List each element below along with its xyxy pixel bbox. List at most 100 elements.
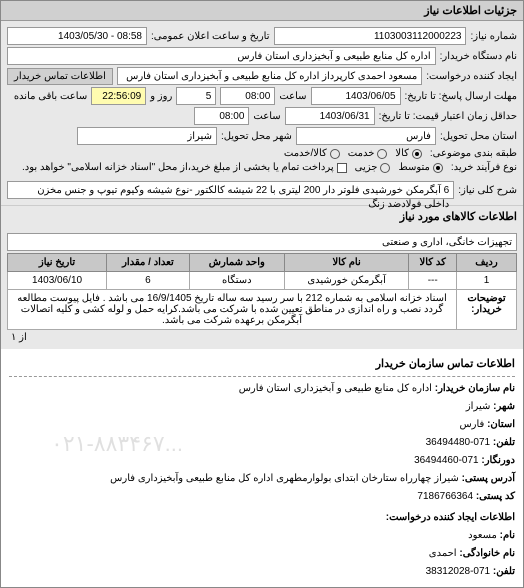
buyer-device-field: اداره کل منابع طبیعی و آبخیزداری استان ف… (7, 47, 436, 65)
table-row: 1 --- آبگرمکن خورشیدی دستگاه 6 1403/06/1… (8, 272, 517, 290)
contact-org-label: نام سازمان خریدار: (435, 383, 515, 394)
goods-area: تجهیزات خانگی، اداری و صنعتی ردیف کد کال… (1, 227, 523, 349)
contact-tel2-label: تلفن: (493, 566, 515, 577)
contact-prov-line: استان: فارس (9, 416, 515, 433)
col-date: تاریخ نیاز (8, 254, 107, 272)
row-buyer-device: نام دستگاه خریدار: اداره کل منابع طبیعی … (7, 47, 517, 65)
contact-family-line: نام خانوادگی: احمدی (9, 545, 515, 562)
row-response-deadline: مهلت ارسال پاسخ: تا تاریخ: 1403/06/05 سا… (7, 87, 517, 105)
contact-tel2: 071-38312028 (426, 566, 491, 577)
requester-label: ایجاد کننده درخواست: (426, 71, 517, 82)
contact-city: شیراز (466, 401, 491, 412)
col-row: ردیف (457, 254, 517, 272)
niaz-number-field: 1103003112000223 (274, 27, 467, 45)
resp-time-label: ساعت (279, 91, 306, 102)
process-opt-label: جزیی (355, 162, 378, 173)
budget-opt-khedmat[interactable]: خدمت (348, 148, 388, 159)
contact-addr-label: آدرس پستی: (462, 473, 515, 484)
col-name: نام کالا (284, 254, 409, 272)
radio-icon (412, 149, 422, 159)
treasury-check[interactable]: پرداخت تمام یا بخشی از مبلغ خرید،از محل … (22, 162, 347, 173)
radio-icon (433, 163, 443, 173)
delivery-city-field: شیراز (77, 127, 217, 145)
contact-block: اطلاعات تماس سازمان خریدار نام سازمان خر… (1, 349, 523, 587)
contact-family-label: نام خانوادگی: (459, 548, 515, 559)
contact-name: مسعود (468, 530, 497, 541)
budget-opt-label: کالا/خدمت (284, 148, 327, 159)
public-datetime-label: تاریخ و ساعت اعلان عمومی: (151, 31, 270, 42)
resp-days-field: 5 (176, 87, 216, 105)
budget-opt-both[interactable]: کالا/خدمت (284, 148, 340, 159)
row-requester: ایجاد کننده درخواست: مسعود احمدی کارپردا… (7, 67, 517, 85)
validity-time-field: 08:00 (194, 107, 249, 125)
resp-date-field: 1403/06/05 (311, 87, 401, 105)
delivery-prov-label: استان محل تحویل: (440, 131, 517, 142)
contact-tel: 071-36494480 (426, 437, 491, 448)
budget-opt-kala[interactable]: کالا (395, 148, 422, 159)
panel-title: جزئیات اطلاعات نیاز (1, 1, 523, 21)
col-qty: تعداد / مقدار (107, 254, 190, 272)
table-explain-row: توضیحات خریدار: اسناد خزانه اسلامی به شم… (8, 290, 517, 330)
resp-time-field: 08:00 (220, 87, 275, 105)
col-unit: واحد شمارش (189, 254, 284, 272)
process-opt-medium[interactable]: متوسط (398, 162, 442, 173)
contact-fax: 071-36494460 (414, 455, 479, 466)
contact-title: اطلاعات تماس سازمان خریدار (9, 355, 515, 377)
row-niaz-number: شماره نیاز: 1103003112000223 تاریخ و ساع… (7, 27, 517, 45)
contact-city-label: شهر: (493, 401, 515, 412)
contact-family: احمدی (429, 548, 457, 559)
process-opt-minor[interactable]: جزیی (355, 162, 391, 173)
goods-table: ردیف کد کالا نام کالا واحد شمارش تعداد /… (7, 253, 517, 330)
cell-row: 1 (457, 272, 517, 290)
row-process-type: نوع فرآیند خرید: متوسط جزیی پرداخت تمام … (7, 162, 517, 173)
contact-tel-label: تلفن: (493, 437, 515, 448)
radio-icon (380, 163, 390, 173)
resp-deadline-label: مهلت ارسال پاسخ: تا تاریخ: (405, 91, 517, 102)
explain-text: اسناد خزانه اسلامی به شماره 212 با سر رس… (8, 290, 457, 330)
public-datetime-field: 08:58 - 1403/05/30 (7, 27, 147, 45)
contact-addr: شیراز چهارراه ستارخان ابتدای بولوارمطهری… (110, 473, 459, 484)
details-panel: جزئیات اطلاعات نیاز شماره نیاز: 11030031… (0, 0, 524, 588)
row-delivery-location: استان محل تحویل: فارس شهر محل تحویل: شیر… (7, 127, 517, 145)
process-label: نوع فرآیند خرید: (451, 162, 517, 173)
radio-icon (330, 149, 340, 159)
budget-label: طبقه بندی موضوعی: (430, 148, 517, 159)
radio-icon (377, 149, 387, 159)
cell-code: --- (409, 272, 457, 290)
validity-time-label: ساعت (253, 111, 280, 122)
pager: از ۱ (7, 330, 517, 345)
contact-org: اداره کل منابع طبیعی و آبخیزداری استان ف… (239, 383, 432, 394)
contact-addr-line: آدرس پستی: شیراز چهارراه ستارخان ابتدای … (9, 470, 515, 487)
need-label: شرح کلی نیاز: (458, 185, 517, 196)
need-text-field: 6 آبگرمکن خورشیدی فلوتر دار 200 لیتری با… (7, 181, 454, 199)
contact-tel2-line: تلفن: 071-38312028 (9, 563, 515, 580)
contact-zip: 7186766364 (417, 491, 473, 502)
contact-org-line: نام سازمان خریدار: اداره کل منابع طبیعی … (9, 380, 515, 397)
process-opt-label: متوسط (398, 162, 429, 173)
contact-fax-label: دورنگار: (481, 455, 515, 466)
budget-opt-label: خدمت (348, 148, 375, 159)
row-validity: حداقل زمان اعتبار قیمت: تا تاریخ: 1403/0… (7, 107, 517, 125)
form-area: شماره نیاز: 1103003112000223 تاریخ و ساع… (1, 21, 523, 205)
row-budget-type: طبقه بندی موضوعی: کالا خدمت کالا/خدمت (7, 148, 517, 159)
cell-name: آبگرمکن خورشیدی (284, 272, 409, 290)
req-title: اطلاعات ایجاد کننده درخواست: (9, 509, 515, 526)
validity-label: حداقل زمان اعتبار قیمت: تا تاریخ: (379, 111, 517, 122)
contact-prov: فارس (459, 419, 484, 430)
col-code: کد کالا (409, 254, 457, 272)
contact-prov-label: استان: (487, 419, 515, 430)
row-goods-desc: تجهیزات خانگی، اداری و صنعتی (7, 233, 517, 251)
contact-zip-label: کد پستی: (476, 491, 515, 502)
validity-date-field: 1403/06/31 (285, 107, 375, 125)
cell-unit: دستگاه (189, 272, 284, 290)
delivery-prov-field: فارس (296, 127, 436, 145)
checkbox-icon (337, 163, 347, 173)
contact-city-line: شهر: شیراز (9, 398, 515, 415)
cell-date: 1403/06/10 (8, 272, 107, 290)
table-header-row: ردیف کد کالا نام کالا واحد شمارش تعداد /… (8, 254, 517, 272)
treasury-check-label: پرداخت تمام یا بخشی از مبلغ خرید،از محل … (22, 162, 334, 173)
budget-opt-label: کالا (395, 148, 409, 159)
delivery-city-label: شهر محل تحویل: (221, 131, 292, 142)
buyer-contact-button[interactable]: اطلاعات تماس خریدار (7, 68, 113, 85)
requester-field: مسعود احمدی کارپرداز اداره کل منابع طبیع… (117, 67, 422, 85)
